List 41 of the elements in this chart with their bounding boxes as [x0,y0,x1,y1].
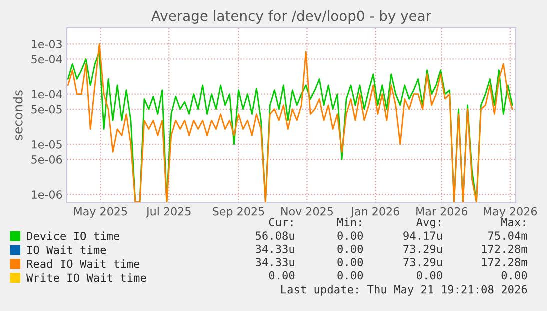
text: Cur: [269,218,293,227]
text: Max: [502,218,526,227]
text: 73.29u [404,244,442,254]
y-axis-title: seconds [13,90,23,140]
text: 34.33u [256,258,294,267]
x-tick-label: May 2025 [74,207,128,218]
legend-label: IO Wait time [28,246,106,254]
text: 0.00 [502,271,528,280]
text: 172.28m [482,244,528,254]
text: 56.08u [256,232,294,240]
legend-label: Read IO Wait time [27,260,140,268]
y-tick-label: 5e-06 [32,156,62,164]
text: 0.00 [338,271,364,280]
x-tick-label: May 2026 [484,207,538,218]
text: 0.00 [338,232,364,240]
legend-label: Device IO time [27,232,120,240]
y-tick-label: 5e-05 [32,105,62,114]
x-tick-label: Jul 2025 [146,207,191,218]
chart-title: Average latency for /dev/loop0 - by year [152,10,432,24]
y-tick-label: 1e-04 [32,90,62,99]
x-tick-label: Mar 2026 [416,207,468,216]
text: Min: [337,218,362,226]
y-tick-label: 1e-03 [32,40,62,49]
text: 0.00 [417,271,442,280]
text: 34.33u [256,244,294,254]
text: 94.17u [404,232,442,240]
text: 0.00 [269,271,295,280]
y-tick-label: 5e-04 [32,55,62,64]
text: 73.29u [404,258,442,267]
text: 75.04m [488,232,528,240]
y-tick-label: 1e-06 [32,190,62,199]
x-tick-label: Nov 2025 [282,207,333,216]
text: 0.00 [338,244,364,254]
text: Avg: [416,218,440,229]
text: 0.00 [338,258,364,267]
text: Last update: Thu May 21 19:21:08 2026 [282,285,528,296]
legend-label: Write IO Wait time [26,274,146,282]
x-tick-label: Sep 2025 [213,207,264,218]
x-tick-label: Jan 2026 [350,207,400,218]
text: 172.28m [482,258,528,267]
y-tick-label: 1e-05 [32,140,62,149]
